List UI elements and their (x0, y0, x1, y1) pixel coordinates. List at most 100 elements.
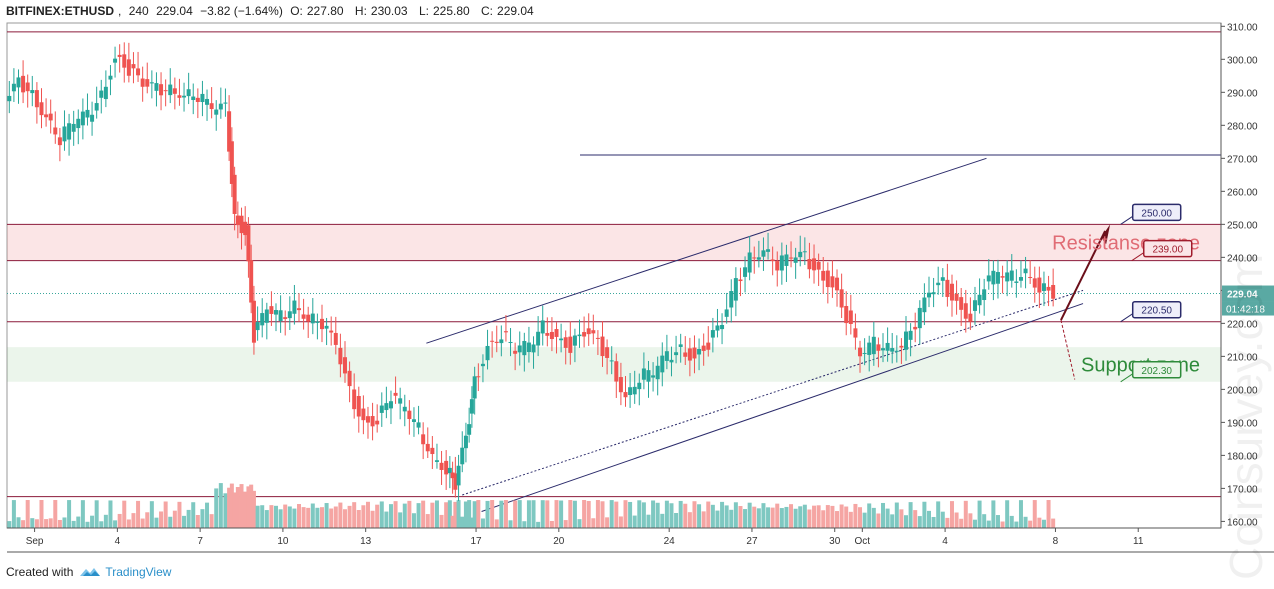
volume-bar (825, 505, 830, 528)
candle-body (605, 347, 610, 358)
volume-bar (876, 513, 881, 528)
volume-bar (393, 501, 398, 528)
volume-bar (235, 487, 240, 528)
price-label-leader-2 (1120, 313, 1133, 323)
volume-bar (881, 502, 886, 528)
volume-bar (67, 500, 72, 528)
volume-bar (568, 500, 573, 528)
candle-body (467, 424, 472, 435)
candle-body (954, 293, 959, 301)
candle-body (839, 289, 844, 308)
x-tick-label: 4 (115, 536, 121, 547)
volume-bar (1000, 521, 1005, 528)
candle-body (25, 82, 30, 92)
candle-body (977, 294, 982, 306)
candle-body (347, 370, 352, 387)
candle-body (145, 79, 150, 87)
candle-body (591, 330, 596, 334)
volume-bar (922, 501, 927, 528)
volume-bar (182, 515, 187, 528)
candle-body (674, 352, 679, 356)
price-label-leader-0 (1120, 215, 1133, 225)
candle-body (57, 137, 62, 146)
volume-bar (342, 509, 347, 528)
volume-bar (715, 510, 720, 528)
volume-bar (11, 500, 16, 528)
candle-body (430, 447, 435, 455)
candle-body (798, 251, 803, 258)
volume-bar (559, 500, 564, 528)
candle-body (191, 96, 196, 101)
candle-body (411, 419, 416, 422)
volume-bar (274, 505, 279, 528)
candle-body (641, 368, 646, 380)
volume-bar (191, 502, 196, 528)
volume-bar (122, 500, 127, 528)
volume-bar (936, 501, 941, 528)
candle-body (775, 261, 780, 271)
candle-body (53, 127, 58, 135)
candle-body (853, 328, 858, 338)
candle-body (388, 401, 393, 409)
y-tick-label: 250.00 (1227, 220, 1258, 231)
candle-body (310, 313, 315, 324)
candle-body (812, 258, 817, 271)
candle-body (90, 114, 95, 122)
volume-bar (513, 500, 518, 528)
volume-bar (439, 514, 444, 528)
volume-bar (816, 505, 821, 528)
candle-body (793, 257, 798, 263)
volume-bar (370, 510, 375, 528)
volume-bar (145, 512, 150, 528)
candle-body (761, 250, 766, 257)
volume-bar (743, 509, 748, 528)
candle-body (858, 347, 863, 357)
interval-label[interactable]: 240 (128, 4, 149, 18)
volume-bar (421, 500, 426, 528)
volume-bar (7, 521, 12, 528)
candle-body (867, 342, 872, 355)
created-with-text: Created with (6, 565, 74, 579)
candle-body (784, 254, 789, 266)
volume-bar (411, 513, 416, 528)
volume-bar (347, 505, 352, 528)
volume-bar (623, 500, 628, 528)
candle-body (926, 292, 931, 298)
volume-bar (469, 517, 474, 528)
candle-body (600, 336, 605, 357)
candle-body (1000, 276, 1005, 278)
volume-bar (30, 518, 35, 528)
volume-bar (572, 500, 577, 528)
candle-body (393, 392, 398, 396)
volume-bar (480, 518, 485, 528)
tradingview-logo-icon (80, 568, 101, 576)
volume-bar (1014, 521, 1019, 528)
volume-bar (945, 517, 950, 528)
candle-body (333, 332, 338, 345)
candle-body (149, 82, 154, 84)
tradingview-link[interactable]: TradingView (79, 562, 171, 582)
volume-bar (1009, 515, 1014, 528)
candle-body (67, 123, 72, 140)
volume-bar (76, 516, 81, 528)
open-value: 227.80 (306, 4, 344, 18)
candle-body (577, 334, 582, 337)
candle-body (249, 260, 254, 303)
candle-body (94, 103, 99, 111)
high-label: H: 230.03 (354, 4, 408, 18)
y-tick-label: 170.00 (1227, 484, 1258, 495)
volume-bar (853, 503, 858, 528)
symbol-name[interactable]: BITFINEX:ETHUSD (6, 4, 114, 18)
candle-body (131, 64, 136, 69)
candle-body (246, 225, 251, 262)
candle-body (968, 313, 973, 322)
volume-bar (297, 504, 302, 528)
low-label: L: 225.80 (418, 4, 470, 18)
candle-body (692, 347, 697, 359)
candle-body (80, 111, 85, 126)
volume-bar (885, 508, 890, 528)
zone-1 (7, 347, 1221, 382)
candle-body (402, 406, 407, 412)
volume-bar (641, 502, 646, 528)
